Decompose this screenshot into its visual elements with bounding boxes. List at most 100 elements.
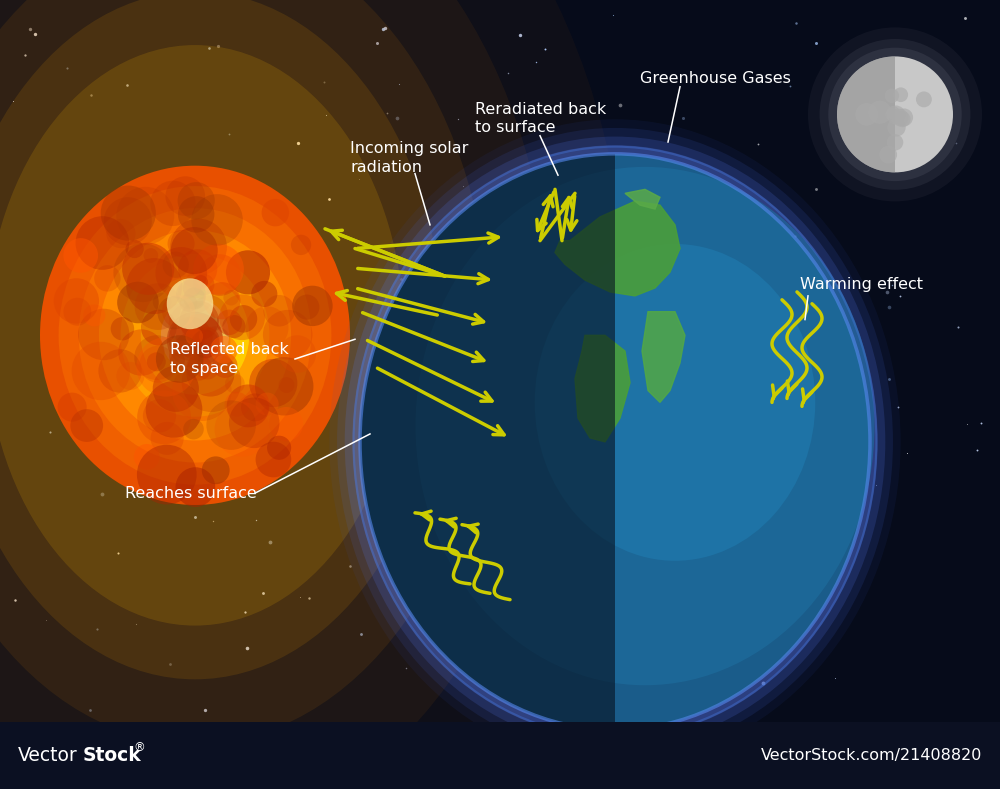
Ellipse shape: [72, 342, 130, 400]
Ellipse shape: [176, 314, 222, 361]
Ellipse shape: [887, 134, 903, 151]
Bar: [0, 722, 1000, 789]
Ellipse shape: [118, 329, 165, 376]
Ellipse shape: [535, 244, 815, 561]
Ellipse shape: [185, 271, 208, 294]
Ellipse shape: [916, 92, 932, 107]
Ellipse shape: [176, 279, 206, 309]
Ellipse shape: [230, 305, 257, 332]
Ellipse shape: [837, 56, 953, 173]
Ellipse shape: [886, 106, 900, 119]
Ellipse shape: [180, 294, 197, 312]
Ellipse shape: [172, 361, 232, 421]
Ellipse shape: [887, 106, 905, 124]
Ellipse shape: [171, 227, 218, 274]
Ellipse shape: [199, 254, 241, 296]
Ellipse shape: [78, 308, 129, 361]
Ellipse shape: [178, 182, 215, 219]
Ellipse shape: [868, 101, 891, 124]
Ellipse shape: [216, 309, 242, 335]
Ellipse shape: [828, 47, 962, 181]
Ellipse shape: [116, 187, 174, 245]
Ellipse shape: [887, 118, 906, 136]
Ellipse shape: [134, 335, 179, 380]
Ellipse shape: [167, 304, 186, 323]
Ellipse shape: [99, 230, 291, 440]
Ellipse shape: [337, 128, 893, 756]
Ellipse shape: [113, 243, 172, 302]
Ellipse shape: [104, 197, 152, 245]
Ellipse shape: [170, 219, 227, 275]
Ellipse shape: [191, 330, 219, 358]
Ellipse shape: [223, 290, 239, 305]
Ellipse shape: [167, 312, 223, 368]
Ellipse shape: [157, 296, 191, 329]
Ellipse shape: [292, 286, 333, 326]
Ellipse shape: [151, 422, 184, 455]
Ellipse shape: [125, 240, 144, 258]
Ellipse shape: [263, 310, 312, 359]
Ellipse shape: [255, 357, 313, 416]
Ellipse shape: [206, 400, 256, 450]
Ellipse shape: [147, 353, 166, 372]
Ellipse shape: [885, 88, 899, 103]
Ellipse shape: [162, 295, 195, 328]
Polygon shape: [575, 335, 630, 442]
Polygon shape: [555, 201, 680, 296]
Ellipse shape: [279, 377, 294, 393]
Ellipse shape: [182, 317, 206, 342]
Ellipse shape: [169, 317, 212, 361]
Ellipse shape: [256, 442, 291, 477]
Ellipse shape: [200, 327, 231, 357]
Ellipse shape: [79, 208, 311, 462]
Ellipse shape: [59, 186, 331, 484]
Ellipse shape: [262, 199, 289, 226]
Ellipse shape: [155, 247, 207, 299]
Ellipse shape: [183, 419, 204, 439]
Ellipse shape: [808, 28, 982, 201]
Ellipse shape: [167, 279, 213, 329]
Ellipse shape: [294, 294, 319, 320]
Ellipse shape: [178, 277, 214, 313]
Ellipse shape: [176, 467, 215, 507]
Ellipse shape: [263, 295, 295, 327]
Ellipse shape: [183, 279, 201, 297]
Ellipse shape: [169, 341, 199, 370]
Ellipse shape: [168, 230, 195, 257]
Ellipse shape: [170, 353, 185, 368]
Text: VectorStock.com/21408820: VectorStock.com/21408820: [761, 748, 982, 763]
Ellipse shape: [98, 350, 142, 393]
Ellipse shape: [40, 166, 350, 505]
Ellipse shape: [203, 282, 240, 320]
Ellipse shape: [106, 219, 136, 249]
Ellipse shape: [191, 194, 243, 245]
Ellipse shape: [195, 327, 220, 353]
Ellipse shape: [215, 402, 269, 457]
Ellipse shape: [143, 399, 176, 432]
Ellipse shape: [150, 181, 196, 226]
Text: Reradiated back
to surface: Reradiated back to surface: [475, 102, 606, 135]
Ellipse shape: [212, 353, 238, 378]
Ellipse shape: [182, 353, 241, 412]
Ellipse shape: [178, 249, 217, 289]
Ellipse shape: [83, 305, 105, 327]
Ellipse shape: [222, 315, 245, 338]
Ellipse shape: [241, 394, 269, 421]
Text: Vector: Vector: [18, 746, 78, 765]
Ellipse shape: [225, 374, 245, 394]
Ellipse shape: [352, 145, 878, 739]
Ellipse shape: [225, 392, 249, 417]
Ellipse shape: [251, 281, 277, 307]
Ellipse shape: [185, 327, 203, 346]
Ellipse shape: [246, 306, 289, 350]
Ellipse shape: [855, 103, 878, 125]
Ellipse shape: [137, 391, 191, 444]
Ellipse shape: [256, 393, 279, 416]
Ellipse shape: [0, 45, 404, 626]
Ellipse shape: [416, 166, 874, 685]
Ellipse shape: [278, 335, 316, 373]
Ellipse shape: [226, 250, 270, 294]
Ellipse shape: [195, 356, 219, 380]
Ellipse shape: [153, 293, 172, 312]
Ellipse shape: [94, 265, 121, 292]
